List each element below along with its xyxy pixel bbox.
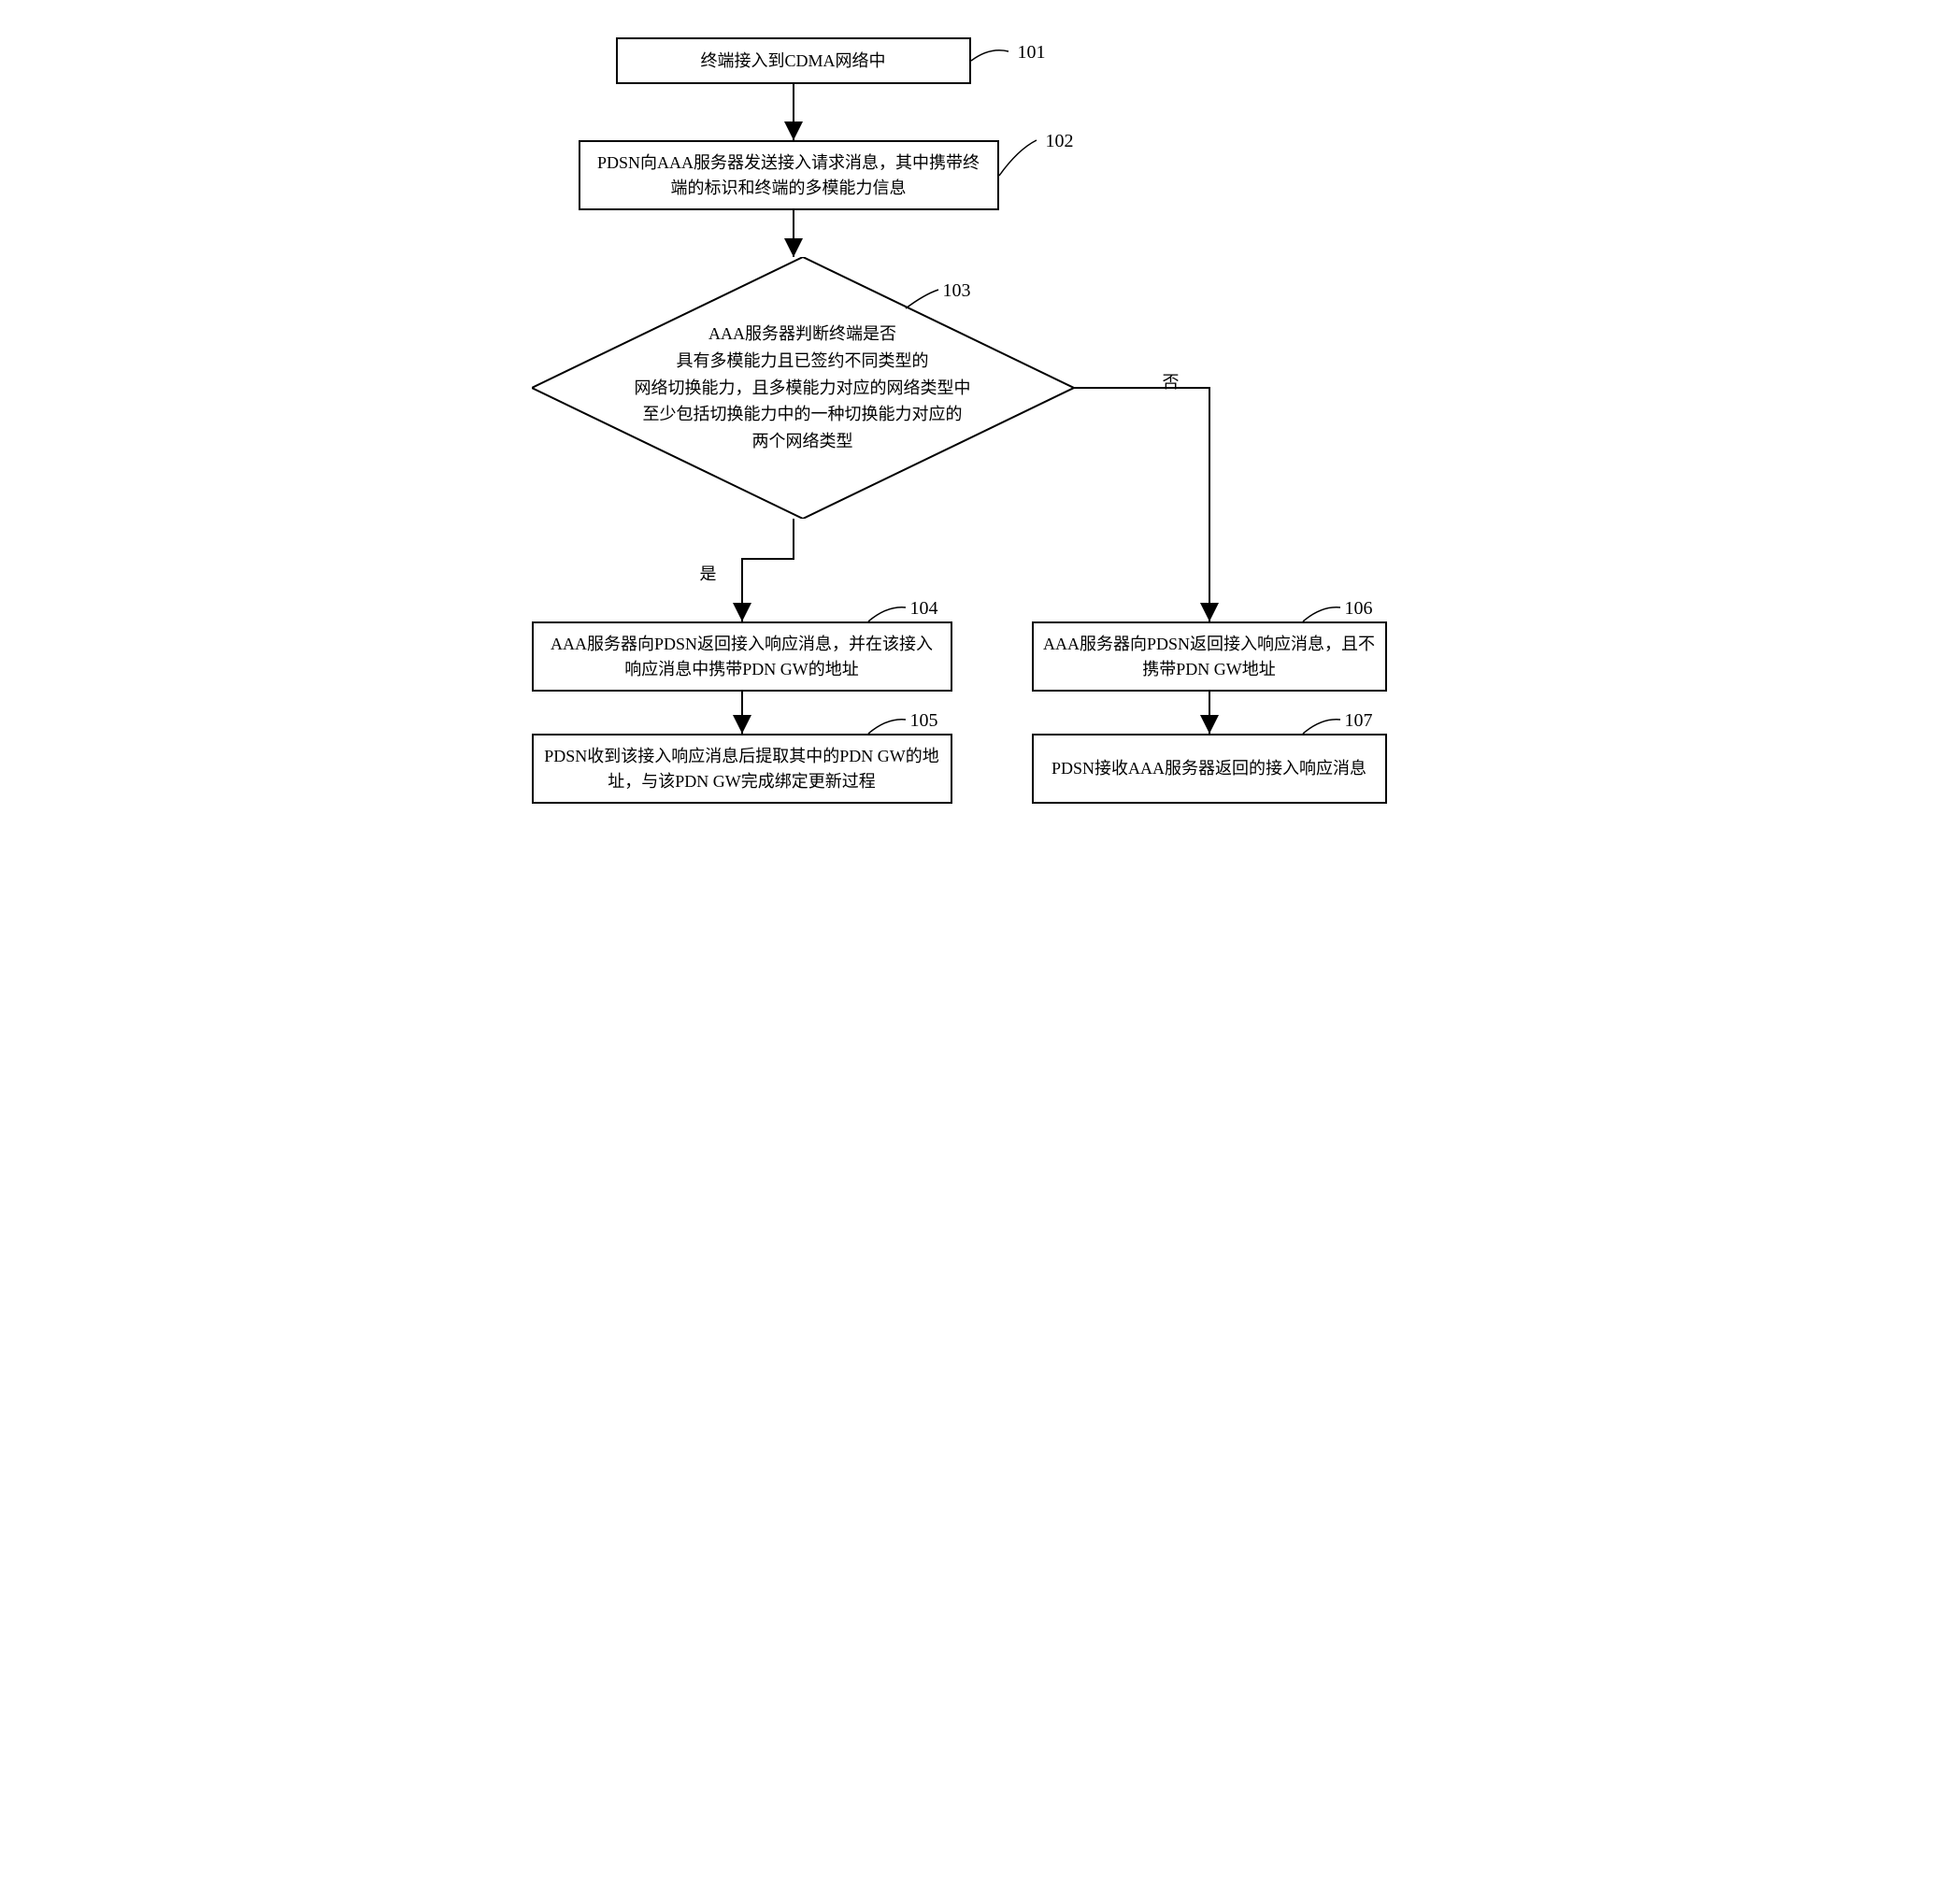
node-103-text: AAA服务器判断终端是否 具有多模能力且已签约不同类型的 网络切换能力，且多模能… xyxy=(586,321,1020,455)
num-102: 102 xyxy=(1046,131,1074,152)
node-102-text: PDSN向AAA服务器发送接入请求消息，其中携带终端的标识和终端的多模能力信息 xyxy=(590,150,988,201)
num-103: 103 xyxy=(943,280,971,302)
node-107-text: PDSN接收AAA服务器返回的接入响应消息 xyxy=(1052,756,1366,781)
node-101: 终端接入到CDMA网络中 xyxy=(616,37,971,84)
node-105: PDSN收到该接入响应消息后提取其中的PDN GW的地址，与该PDN GW完成绑… xyxy=(532,734,952,804)
node-102: PDSN向AAA服务器发送接入请求消息，其中携带终端的标识和终端的多模能力信息 xyxy=(579,140,999,210)
num-106: 106 xyxy=(1345,598,1373,620)
num-101: 101 xyxy=(1018,42,1046,64)
node-101-text: 终端接入到CDMA网络中 xyxy=(700,49,885,74)
node-106-text: AAA服务器向PDSN返回接入响应消息，且不携带PDN GW地址 xyxy=(1043,632,1376,682)
num-107: 107 xyxy=(1345,710,1373,732)
node-105-text: PDSN收到该接入响应消息后提取其中的PDN GW的地址，与该PDN GW完成绑… xyxy=(543,744,941,794)
node-107: PDSN接收AAA服务器返回的接入响应消息 xyxy=(1032,734,1387,804)
node-106: AAA服务器向PDSN返回接入响应消息，且不携带PDN GW地址 xyxy=(1032,621,1387,692)
num-105: 105 xyxy=(910,710,938,732)
edge-label-yes: 是 xyxy=(700,561,717,585)
node-104: AAA服务器向PDSN返回接入响应消息，并在该接入响应消息中携带PDN GW的地… xyxy=(532,621,952,692)
edge-label-no: 否 xyxy=(1163,369,1180,393)
node-104-text: AAA服务器向PDSN返回接入响应消息，并在该接入响应消息中携带PDN GW的地… xyxy=(543,632,941,682)
node-103: AAA服务器判断终端是否 具有多模能力且已签约不同类型的 网络切换能力，且多模能… xyxy=(532,257,1074,519)
num-104: 104 xyxy=(910,598,938,620)
